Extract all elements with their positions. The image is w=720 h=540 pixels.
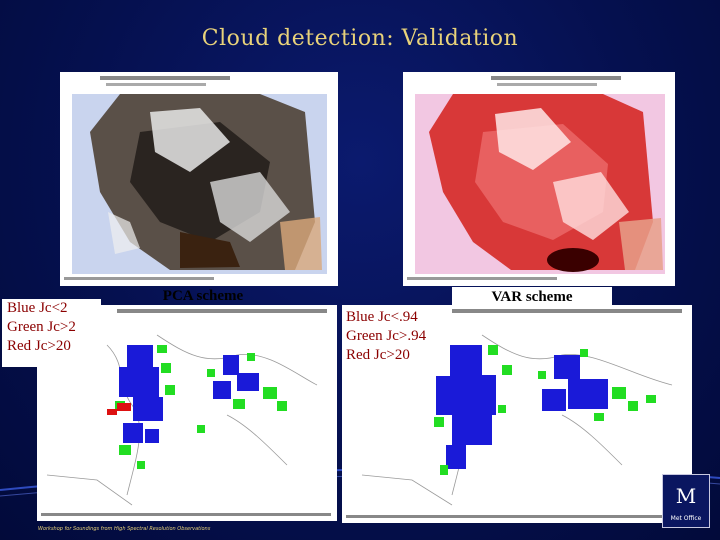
legend-green: Green Jc>2 <box>7 319 76 335</box>
logo-text: Met Office <box>670 515 702 522</box>
footer-text: Workshop for Soundings from High Spectra… <box>38 526 211 532</box>
met-office-logo: M Met Office <box>662 474 710 528</box>
legend-red: Red Jc>20 <box>7 338 71 354</box>
slide-title: Cloud detection: Validation <box>201 26 519 51</box>
legend-blue: Blue Jc<2 <box>7 300 68 316</box>
pca-threshold-legend: Blue Jc<2 Green Jc>2 Red Jc>20 <box>2 299 101 367</box>
legend-blue: Blue Jc<.94 <box>346 309 418 325</box>
false-colour-image <box>403 72 675 286</box>
natural-colour-image <box>60 72 338 286</box>
met-office-mark-icon: M <box>675 484 697 508</box>
pca-scheme-label: PCA scheme <box>162 288 244 304</box>
legend-green: Green Jc>.94 <box>346 328 427 344</box>
legend-red: Red Jc>20 <box>346 347 410 363</box>
var-scheme-label: VAR scheme <box>491 289 573 305</box>
var-scheme-label-bg <box>452 287 612 309</box>
var-threshold-legend: Blue Jc<.94 Green Jc>.94 Red Jc>20 <box>342 308 450 376</box>
